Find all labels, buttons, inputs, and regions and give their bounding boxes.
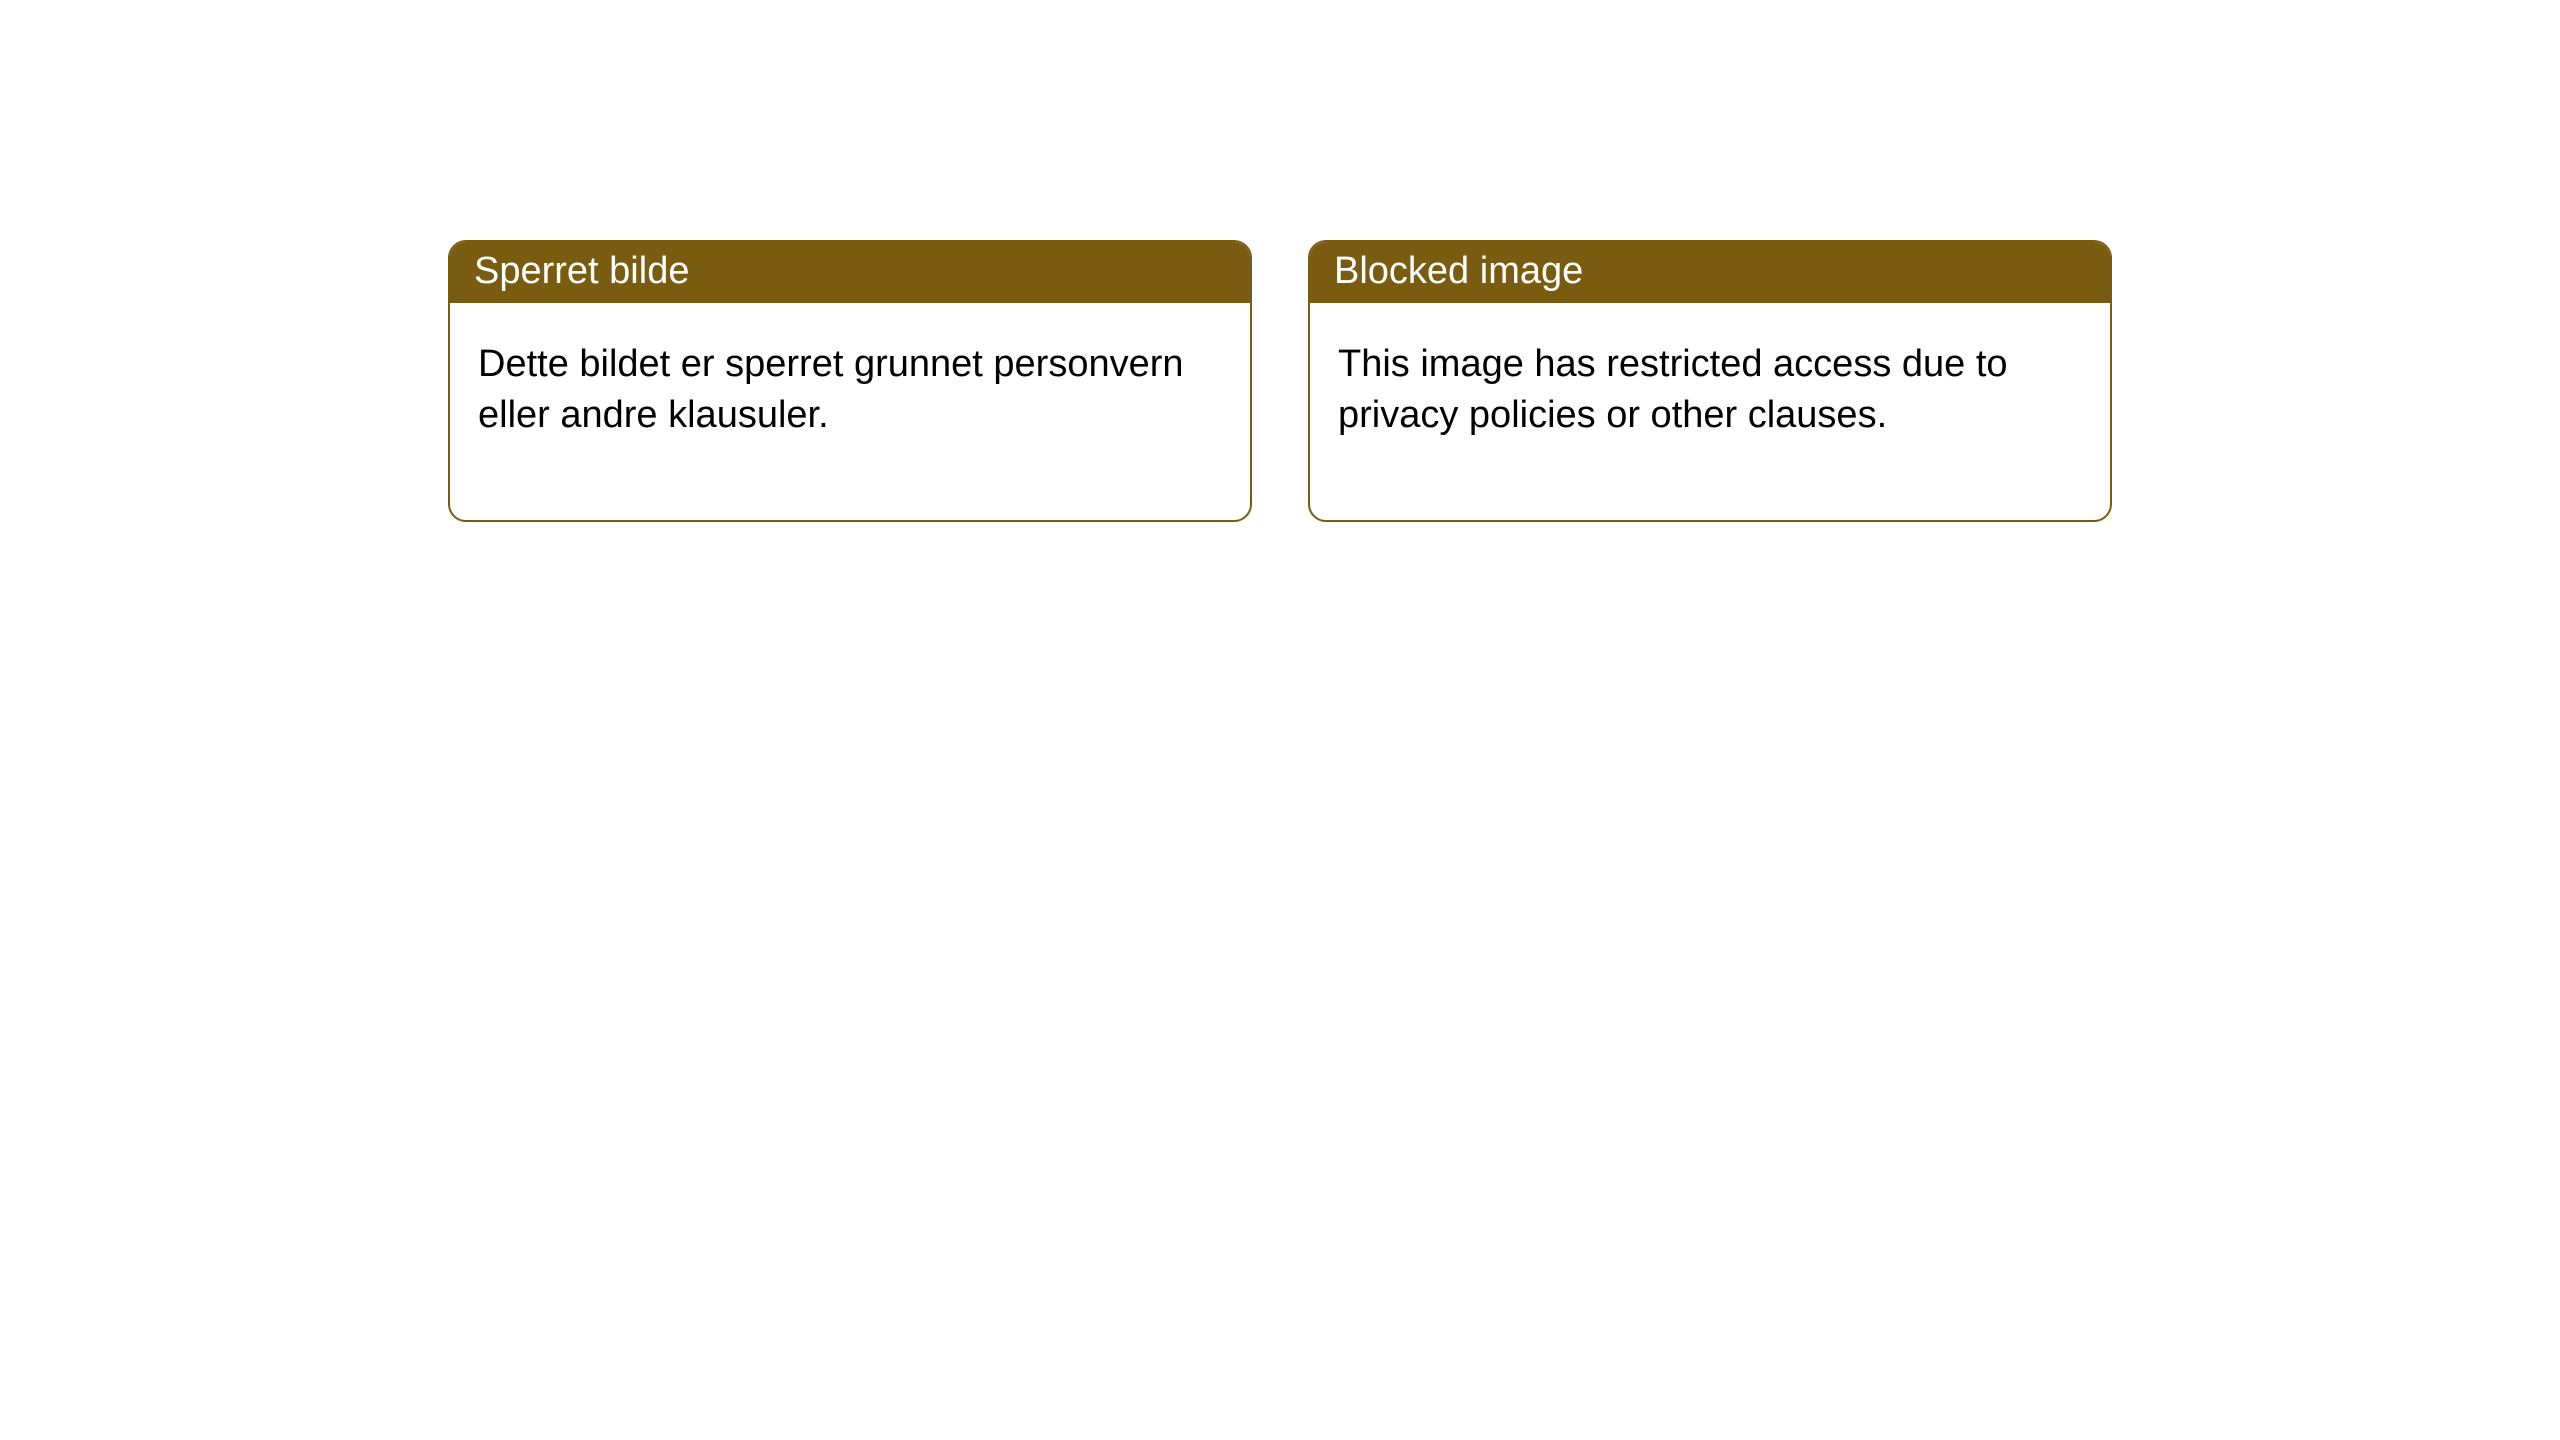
card-title: Sperret bilde bbox=[474, 250, 689, 292]
notice-container: Sperret bilde Dette bildet er sperret gr… bbox=[0, 0, 2560, 522]
card-body: Dette bildet er sperret grunnet personve… bbox=[450, 303, 1250, 520]
card-body-text: This image has restricted access due to … bbox=[1338, 343, 2008, 436]
notice-card-norwegian: Sperret bilde Dette bildet er sperret gr… bbox=[448, 240, 1252, 522]
notice-card-english: Blocked image This image has restricted … bbox=[1308, 240, 2112, 522]
card-header: Sperret bilde bbox=[450, 242, 1250, 303]
card-body-text: Dette bildet er sperret grunnet personve… bbox=[478, 343, 1184, 436]
card-header: Blocked image bbox=[1310, 242, 2110, 303]
card-title: Blocked image bbox=[1334, 250, 1583, 292]
card-body: This image has restricted access due to … bbox=[1310, 303, 2110, 520]
